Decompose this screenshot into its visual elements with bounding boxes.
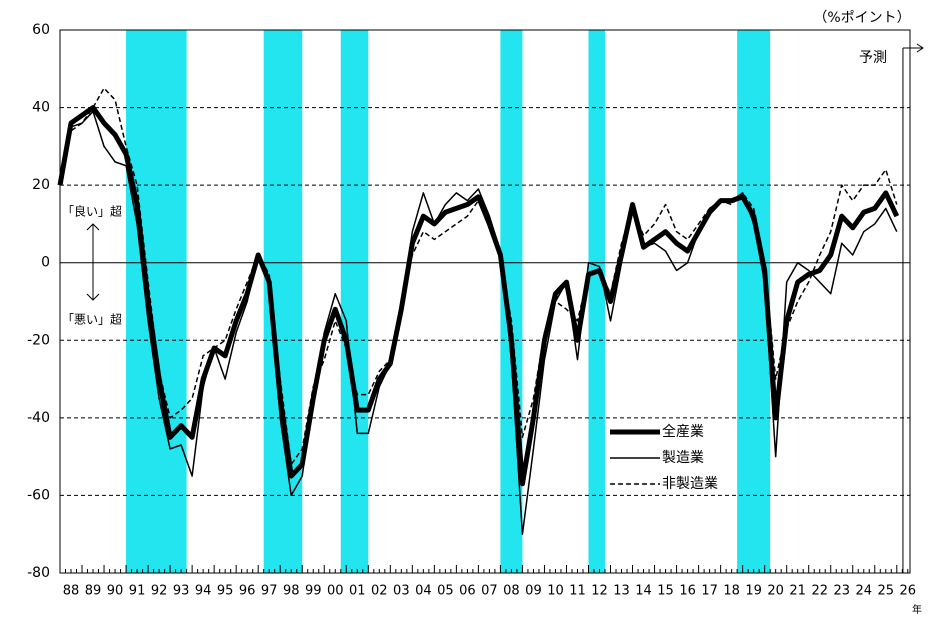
annotation: 「良い」超 [62, 204, 122, 219]
x-tick-label: 04 [415, 584, 432, 599]
x-tick-label: 24 [855, 584, 872, 599]
y-tick-label: 0 [41, 255, 50, 271]
series-line [57, 105, 900, 487]
x-tick-label: 93 [173, 584, 190, 599]
y-tick-label: -40 [27, 410, 50, 426]
x-tick-label: 18 [723, 584, 740, 599]
shaded-period [588, 30, 606, 573]
double-arrow [86, 223, 100, 301]
x-tick-label: 05 [437, 584, 454, 599]
x-tick-label: 91 [129, 584, 146, 599]
x-tick-label: 95 [217, 584, 234, 599]
x-axis-label: 年 [912, 603, 922, 616]
legend-label: 全産業 [662, 423, 704, 440]
y-tick-label: -20 [27, 332, 50, 348]
y-tick-label: 20 [32, 177, 50, 193]
x-tick-label: 08 [503, 584, 520, 599]
x-tick-label: 19 [745, 584, 762, 599]
x-tick-label: 89 [85, 584, 102, 599]
y-tick-label: -80 [27, 565, 50, 581]
shaded-period [340, 30, 369, 573]
x-tick-label: 90 [107, 584, 124, 599]
legend-label: 製造業 [662, 450, 704, 466]
x-tick-label: 12 [591, 584, 608, 599]
x-tick-label: 10 [547, 584, 564, 599]
x-tick-label: 09 [525, 584, 542, 599]
x-tick-label: 07 [481, 584, 498, 599]
y-tick-label: 40 [32, 100, 50, 116]
x-tick-label: 06 [459, 584, 476, 599]
y-tick-label: -60 [27, 487, 50, 503]
y-tick-label: 60 [32, 22, 50, 38]
x-tick-label: 98 [283, 584, 300, 599]
x-tick-label: 92 [151, 584, 168, 599]
x-tick-label: 25 [878, 584, 895, 599]
x-tick-label: 99 [305, 584, 322, 599]
x-tick-label: 14 [635, 584, 652, 599]
x-tick-label: 23 [833, 584, 850, 599]
x-tick-label: 21 [789, 584, 806, 599]
annotation: 「悪い」超 [62, 312, 122, 327]
x-tick-label: 20 [767, 584, 784, 599]
unit-label: （%ポイント） [813, 10, 910, 26]
x-tick-label: 13 [613, 584, 630, 599]
x-tick-label: 17 [701, 584, 718, 599]
plot-frame [59, 29, 911, 574]
x-tick-label: 01 [349, 584, 366, 599]
series-lines [57, 87, 900, 535]
x-tick-label: 03 [393, 584, 410, 599]
shaded-periods [126, 30, 771, 573]
x-tick-label: 22 [811, 584, 828, 599]
forecast-label: 予測 [859, 50, 887, 66]
x-tick-label: 11 [569, 584, 586, 599]
x-tick-label: 00 [327, 584, 344, 599]
x-tick-label: 96 [239, 584, 256, 599]
shaded-period [126, 30, 187, 573]
grid [59, 107, 910, 573]
x-tick-label: 97 [261, 584, 278, 599]
x-tick-label: 26 [900, 584, 917, 599]
x-tick-label: 15 [657, 584, 674, 599]
x-tick-label: 94 [195, 584, 212, 599]
forecast-arrowhead [916, 43, 924, 53]
x-tick-label: 16 [679, 584, 696, 599]
legend-label: 非製造業 [662, 476, 718, 492]
x-tick-label: 02 [371, 584, 388, 599]
x-tick-label: 88 [63, 584, 80, 599]
